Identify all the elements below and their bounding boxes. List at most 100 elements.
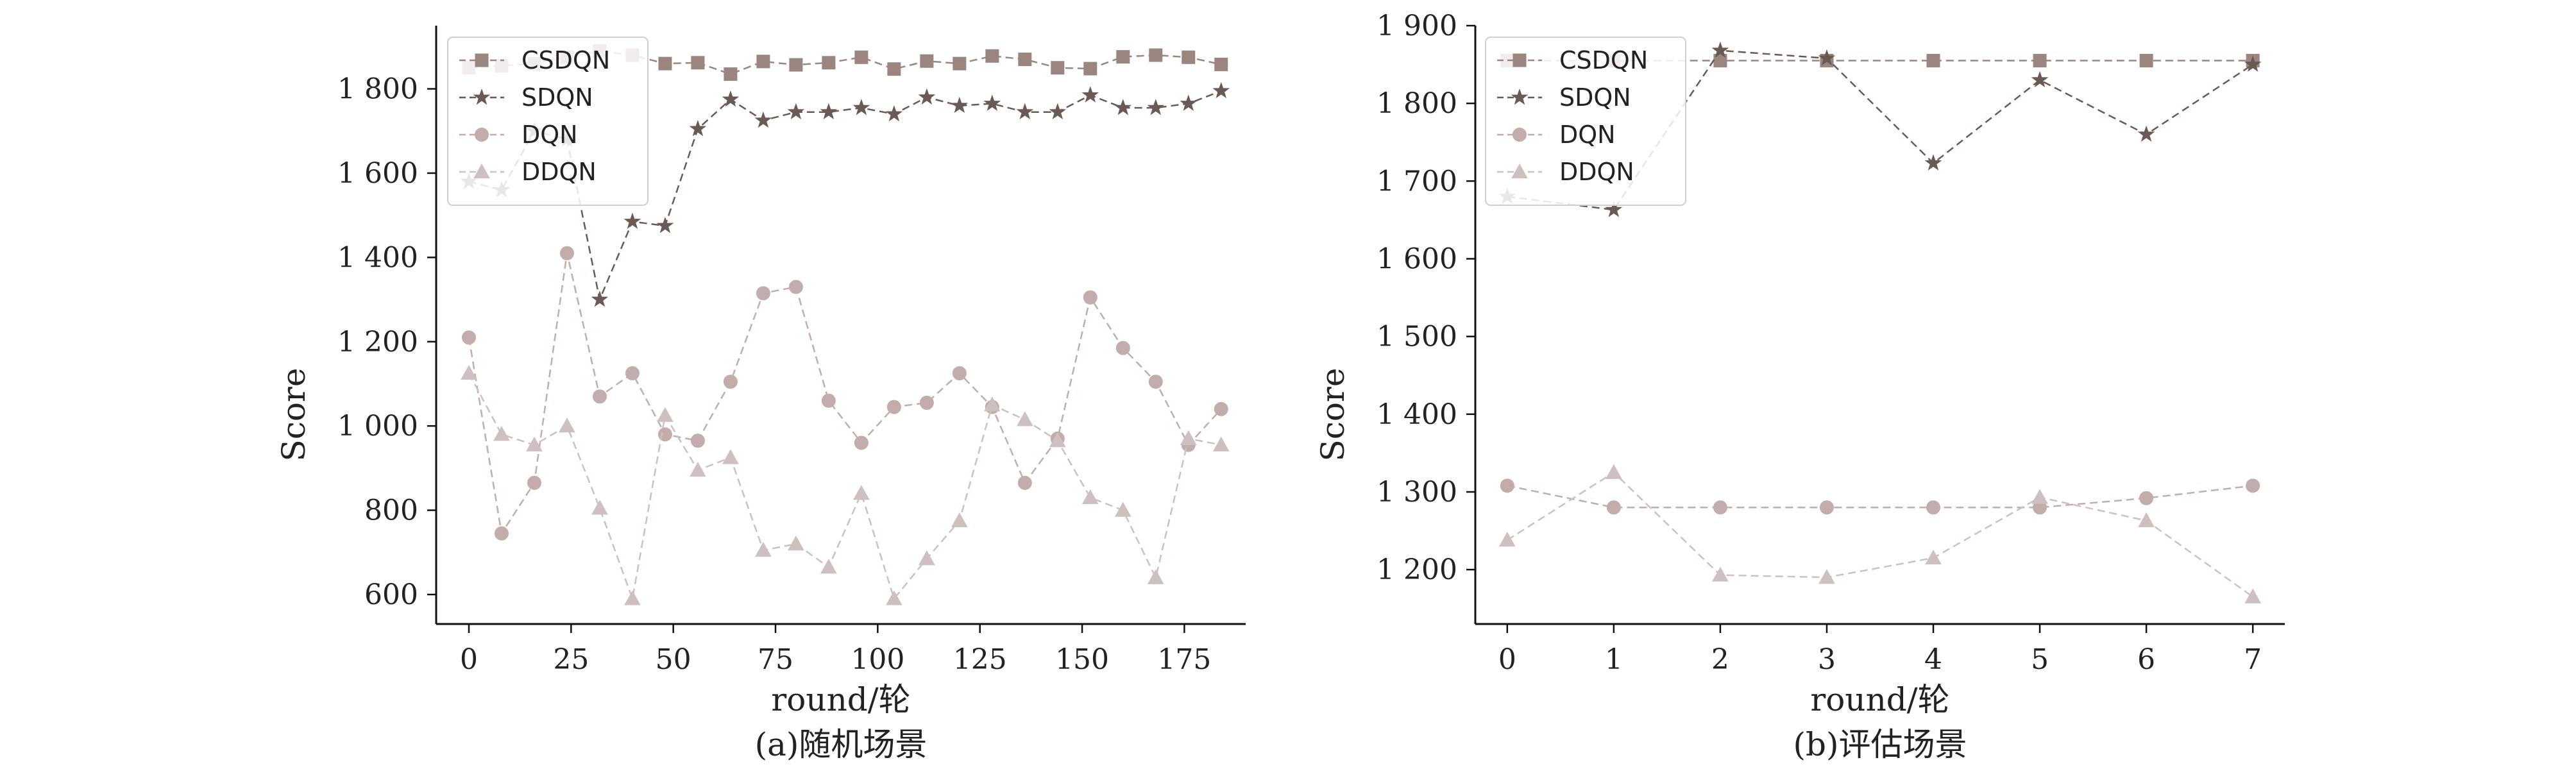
data-point-ddqn — [493, 426, 510, 441]
y-tick-label: 1 500 — [1377, 321, 1457, 353]
x-tick-label: 4 — [1924, 643, 1942, 676]
series-line-ddqn — [1507, 471, 2253, 598]
y-tick-label: 1 400 — [337, 241, 418, 274]
data-point-csdqn — [920, 54, 934, 68]
y-tick-label: 1 900 — [1377, 10, 1457, 42]
y-tick-label: 800 — [364, 494, 418, 527]
y-tick-label: 1 300 — [1377, 476, 1457, 509]
data-point-dqn — [1148, 375, 1163, 389]
series-dqn — [461, 246, 1228, 541]
data-point-ddqn — [1016, 411, 1033, 426]
legend-marker-circle — [475, 128, 489, 142]
data-point-ddqn — [1498, 532, 1516, 547]
legend-item: DQN — [1497, 121, 1616, 149]
legend-marker-triangle — [473, 163, 490, 179]
data-point-csdqn — [887, 62, 901, 76]
series-line-sdqn — [468, 90, 1222, 303]
data-point-ddqn — [1114, 502, 1131, 517]
data-point-sdqn — [2137, 125, 2155, 142]
legend-item: CSDQN — [459, 46, 610, 74]
data-point-ddqn — [983, 396, 1001, 412]
data-point-sdqn — [2244, 55, 2262, 72]
data-point-csdqn — [985, 49, 999, 63]
legend-label: SDQN — [1559, 83, 1631, 112]
legend-marker-star — [1511, 88, 1529, 105]
data-point-sdqn — [1818, 49, 1836, 66]
y-tick-label: 1 600 — [1377, 243, 1457, 276]
data-point-dqn — [952, 366, 967, 381]
x-tick-label: 7 — [2244, 643, 2262, 676]
data-point-csdqn — [822, 56, 836, 70]
y-tick-label: 1 700 — [1377, 165, 1457, 198]
data-point-ddqn — [1606, 464, 1622, 479]
legend-label: SDQN — [521, 83, 593, 112]
data-point-ddqn — [788, 536, 804, 551]
data-point-sdqn — [689, 119, 707, 137]
legend-marker-star — [473, 88, 491, 105]
data-point-sdqn — [918, 88, 936, 105]
data-point-ddqn — [722, 449, 739, 464]
x-axis-label: round/轮 — [1810, 681, 1949, 718]
legend-label: DQN — [1559, 121, 1616, 149]
data-point-sdqn — [787, 103, 805, 120]
data-point-dqn — [1819, 500, 1834, 515]
y-tick-label: 600 — [364, 578, 418, 611]
data-point-ddqn — [951, 512, 968, 528]
x-axis-label: round/轮 — [771, 681, 910, 718]
data-point-ddqn — [559, 418, 575, 433]
data-point-ddqn — [853, 485, 870, 500]
legend-item: DDQN — [1497, 158, 1634, 186]
data-point-dqn — [854, 435, 869, 450]
data-point-sdqn — [951, 96, 969, 114]
data-point-sdqn — [1016, 103, 1034, 120]
data-point-sdqn — [1114, 99, 1132, 115]
data-point-sdqn — [1605, 201, 1623, 217]
data-point-ddqn — [1712, 566, 1729, 582]
data-point-sdqn — [1049, 103, 1067, 120]
y-tick-label: 1 600 — [337, 157, 418, 190]
data-point-ddqn — [918, 550, 935, 566]
data-point-dqn — [527, 475, 541, 490]
data-point-sdqn — [983, 94, 1001, 111]
x-tick-label: 2 — [1711, 643, 1729, 676]
data-point-csdqn — [1018, 53, 1032, 67]
data-point-csdqn — [1214, 57, 1228, 71]
data-point-dqn — [2246, 478, 2260, 493]
data-point-dqn — [2139, 491, 2154, 505]
data-point-csdqn — [1051, 61, 1065, 75]
data-point-ddqn — [1147, 569, 1164, 584]
data-point-csdqn — [953, 56, 967, 71]
data-point-csdqn — [658, 56, 672, 71]
data-point-dqn — [690, 434, 705, 448]
data-point-dqn — [1017, 475, 1032, 490]
legend-label: DDQN — [521, 158, 597, 186]
y-tick-label: 1 000 — [337, 410, 418, 443]
legend-item: DQN — [459, 121, 578, 149]
legend-box — [1485, 37, 1686, 206]
data-point-sdqn — [852, 99, 870, 115]
data-point-sdqn — [1180, 94, 1198, 111]
data-point-dqn — [788, 280, 803, 294]
x-tick-label: 0 — [460, 643, 478, 676]
data-point-sdqn — [1924, 154, 1942, 171]
data-point-dqn — [1083, 290, 1097, 305]
data-point-ddqn — [1049, 432, 1066, 448]
data-point-dqn — [821, 393, 836, 408]
data-point-dqn — [1500, 478, 1514, 493]
data-point-dqn — [1214, 401, 1228, 416]
x-tick-label: 0 — [1498, 643, 1516, 676]
data-point-csdqn — [756, 55, 770, 69]
series-ddqn — [461, 365, 1230, 605]
x-tick-label: 125 — [953, 643, 1007, 676]
data-point-sdqn — [885, 105, 903, 122]
y-axis-label: Score — [1314, 368, 1352, 462]
data-point-ddqn — [591, 500, 608, 515]
chart-caption: (a)随机场景 — [755, 726, 928, 763]
data-point-ddqn — [1081, 489, 1099, 504]
data-point-ddqn — [526, 436, 543, 451]
data-point-ddqn — [1212, 436, 1230, 451]
legend: CSDQN SDQN DQN DDQN — [447, 37, 648, 206]
data-point-csdqn — [691, 56, 705, 70]
